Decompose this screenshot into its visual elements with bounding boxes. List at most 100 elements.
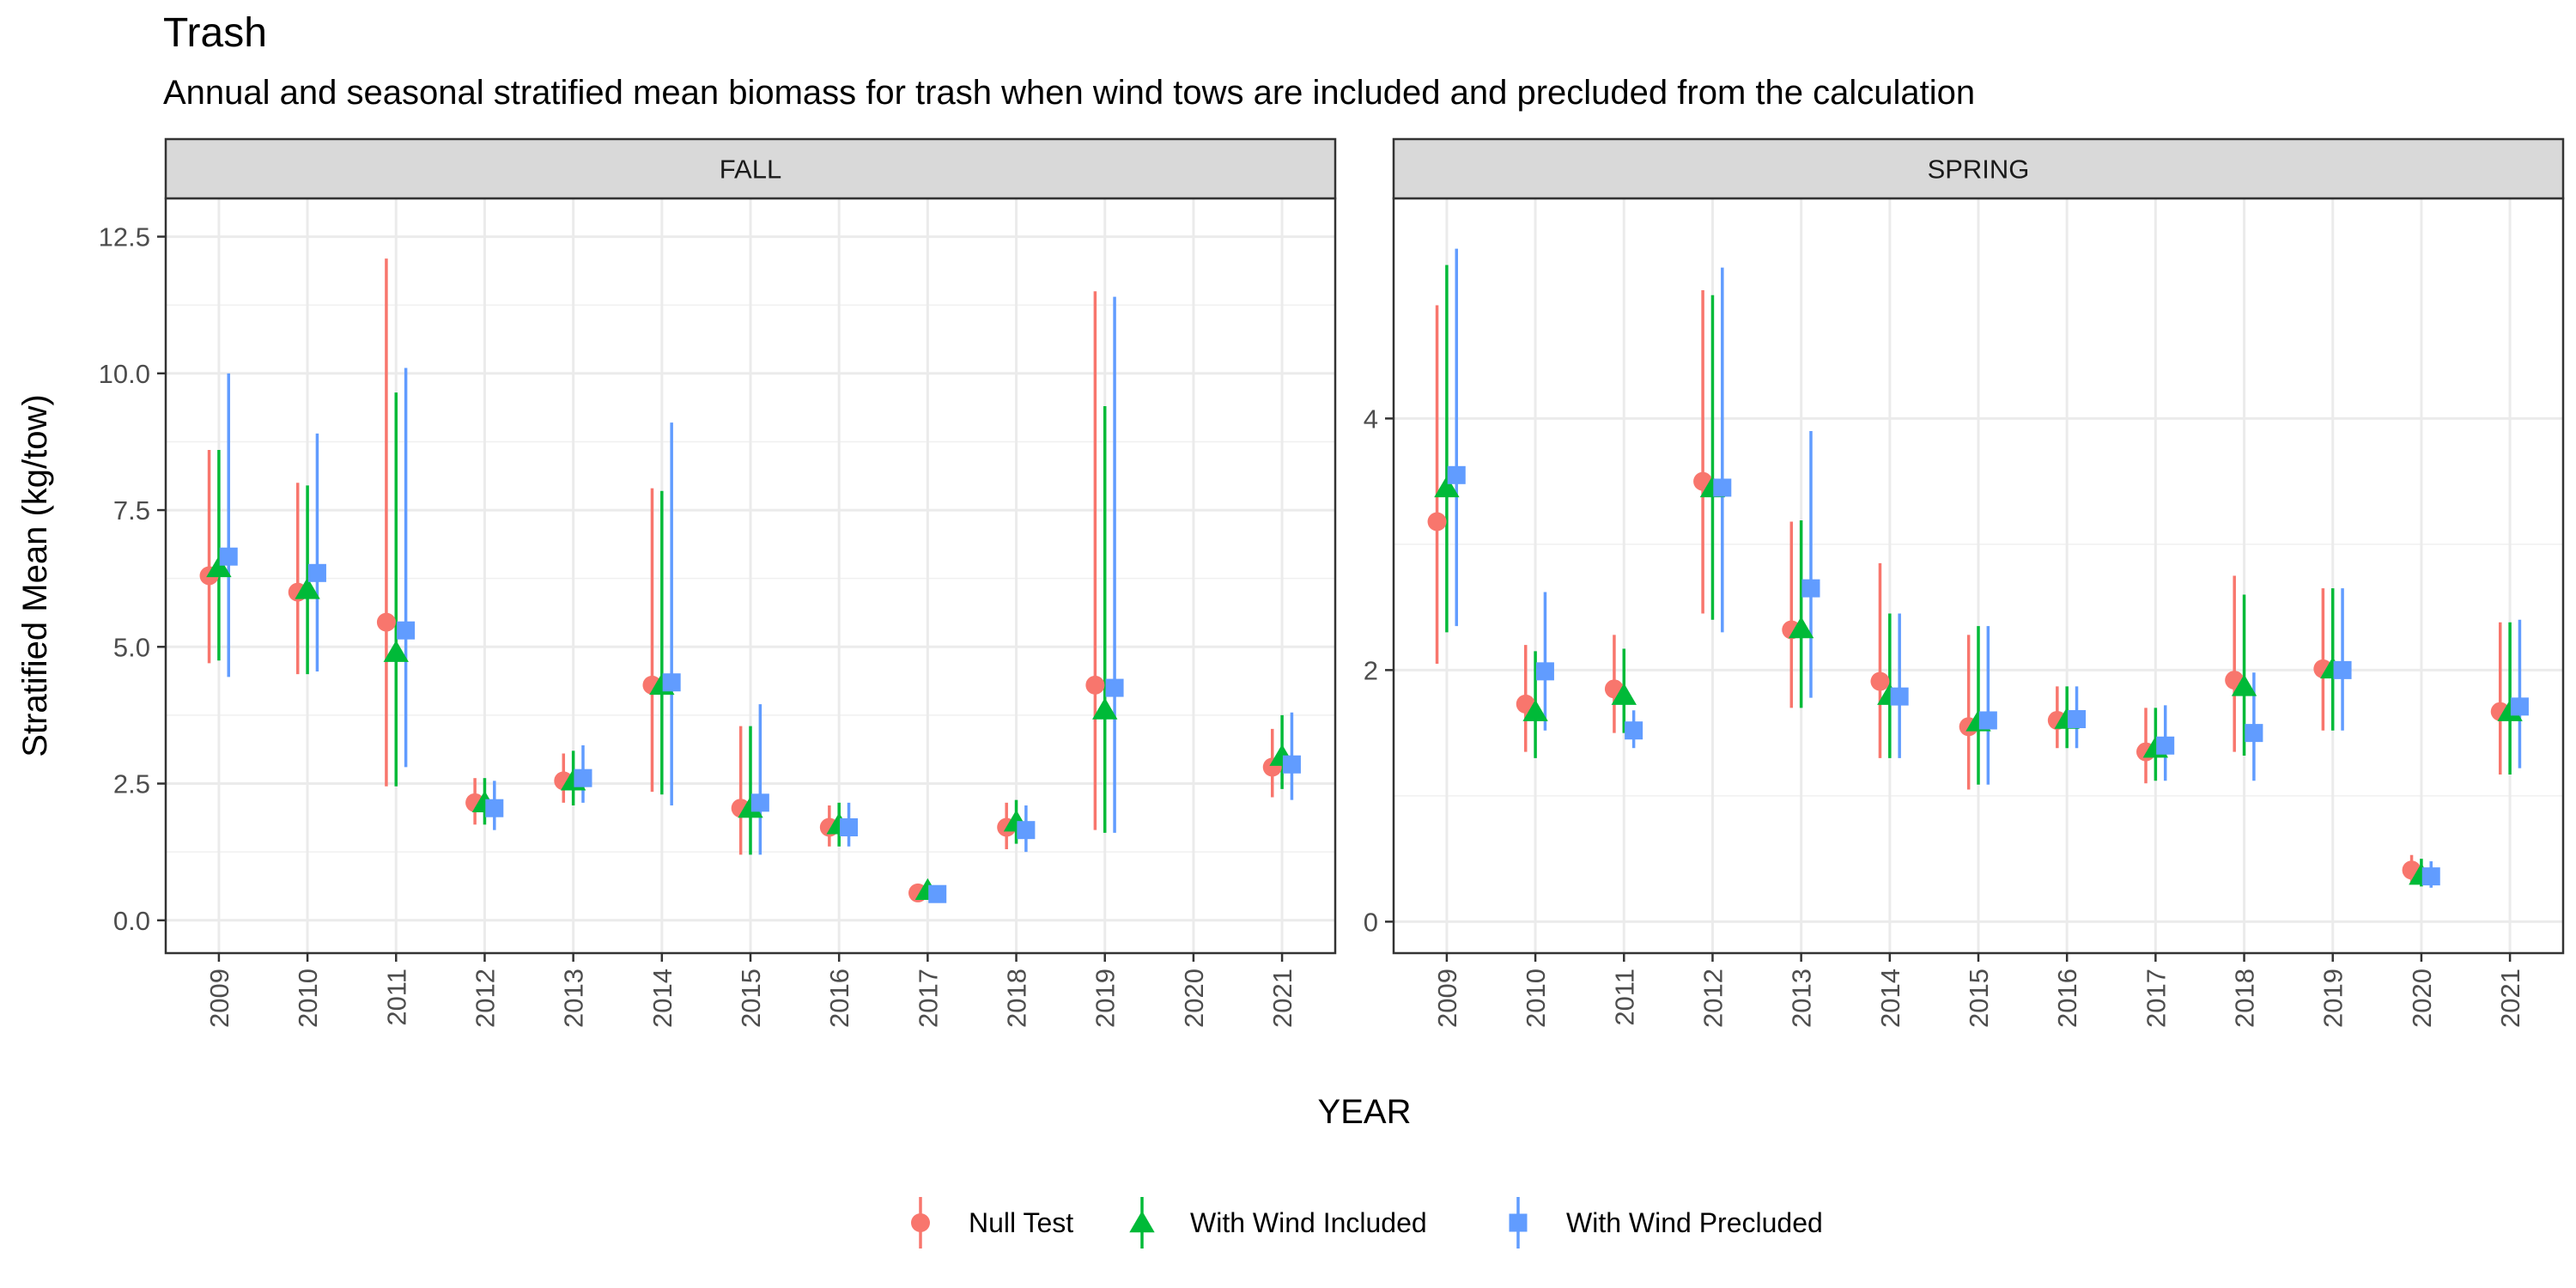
data-point	[1978, 711, 1997, 730]
x-tick-label: 2011	[1609, 969, 1639, 1026]
data-point	[1092, 697, 1118, 720]
data-point	[1105, 678, 1124, 697]
data-point	[574, 769, 592, 787]
data-point	[1870, 671, 1890, 691]
y-tick-label: 10.0	[99, 359, 150, 389]
data-point	[1713, 478, 1732, 497]
data-point	[2421, 867, 2440, 886]
data-point	[738, 796, 763, 818]
data-point	[2510, 697, 2529, 716]
y-tick-label: 4	[1364, 404, 1378, 434]
x-tick-label: 2019	[2318, 969, 2348, 1028]
data-point	[2068, 710, 2087, 729]
x-tick-label: 2010	[293, 969, 323, 1028]
x-tick-label: 2018	[1002, 969, 1032, 1028]
legend-label: With Wind Included	[1190, 1207, 1427, 1238]
x-tick-label: 2011	[381, 969, 411, 1026]
data-point	[1447, 465, 1466, 484]
data-point	[1282, 755, 1301, 774]
x-tick-label: 2009	[1432, 969, 1462, 1028]
data-point	[1788, 617, 1814, 639]
data-point	[219, 547, 238, 566]
legend-label: Null Test	[969, 1207, 1073, 1238]
data-point	[1890, 687, 1909, 706]
legend-key-triangle	[1129, 1211, 1155, 1233]
data-point	[1017, 821, 1036, 840]
data-point	[2497, 699, 2523, 721]
legend-item: Null Test	[911, 1197, 1073, 1249]
data-point	[1427, 512, 1447, 532]
data-point	[1535, 662, 1554, 681]
data-point	[840, 818, 859, 836]
x-tick-label: 2020	[1179, 969, 1209, 1028]
markers-with-wind-precluded	[1447, 465, 2529, 886]
facet-label: SPRING	[1928, 155, 2030, 185]
data-point	[750, 793, 769, 812]
y-tick-label: 7.5	[113, 495, 150, 526]
y-tick-label: 0.0	[113, 906, 150, 936]
legend-label: With Wind Precluded	[1566, 1207, 1823, 1238]
data-point	[1522, 699, 1548, 721]
x-tick-label: 2014	[1875, 969, 1905, 1028]
series-with-wind-precluded	[1455, 248, 2522, 888]
data-point	[206, 555, 232, 578]
data-point	[307, 563, 326, 582]
panel-spring: SPRING 0 2 4 2009 2010 2011 2012 2013 2014 2015 201…	[1364, 137, 2565, 1028]
data-point	[928, 884, 947, 903]
data-point	[662, 673, 681, 692]
x-tick-label: 2021	[1267, 969, 1297, 1028]
y-tick-label: 12.5	[99, 222, 150, 252]
x-tick-label: 2009	[204, 969, 234, 1028]
x-tick-label: 2015	[736, 969, 766, 1028]
y-tick-label: 2	[1364, 655, 1378, 685]
data-point	[1611, 683, 1637, 705]
x-tick-label: 2020	[2407, 969, 2437, 1028]
x-tick-label: 2013	[1787, 969, 1817, 1028]
markers-with-wind-precluded	[219, 547, 1301, 903]
data-point	[2333, 660, 2352, 679]
x-tick-label: 2015	[1964, 969, 1994, 1028]
legend: Null Test With Wind Included With Wind Pre…	[911, 1197, 1823, 1249]
x-tick-label: 2010	[1521, 969, 1551, 1028]
x-tick-label: 2019	[1091, 969, 1121, 1028]
y-axis-title: Stratified Mean (kg/tow)	[16, 394, 54, 756]
data-point	[1085, 675, 1105, 695]
facet-label: FALL	[720, 155, 781, 185]
data-point	[2231, 674, 2257, 696]
x-tick-label: 2017	[913, 969, 943, 1028]
data-point	[1801, 579, 1820, 598]
x-tick-label: 2017	[2141, 969, 2171, 1028]
legend-item: With Wind Included	[1129, 1197, 1427, 1249]
legend-key-circle	[911, 1213, 930, 1232]
x-tick-label: 2016	[2052, 969, 2082, 1028]
y-tick-label: 2.5	[113, 769, 150, 799]
x-tick-label: 2012	[470, 969, 500, 1028]
data-point	[397, 621, 416, 640]
chart-subtitle: Annual and seasonal stratified mean biom…	[163, 74, 1976, 112]
data-point	[383, 640, 409, 662]
series-with-wind-precluded	[227, 296, 1294, 902]
series-null-test	[207, 258, 1274, 899]
data-point	[295, 577, 320, 599]
data-point	[485, 799, 504, 817]
data-point	[376, 612, 396, 632]
facet-strip	[164, 137, 1337, 200]
y-tick-label: 5.0	[113, 632, 150, 662]
x-tick-label: 2016	[824, 969, 854, 1028]
x-axis-title: YEAR	[1318, 1093, 1412, 1131]
data-point	[1625, 721, 1643, 740]
data-point	[1434, 475, 1460, 498]
panel-fall: FALL 0.0 2.5 5.0 7.5 10.0 12.5 2009 2010 2011 2012…	[99, 137, 1337, 1028]
x-tick-label: 2012	[1698, 969, 1728, 1028]
x-tick-label: 2021	[2495, 969, 2525, 1028]
facet-strip	[1392, 137, 2565, 200]
y-tick-label: 0	[1364, 907, 1378, 937]
x-tick-label: 2013	[559, 969, 589, 1028]
data-point	[2156, 736, 2175, 755]
x-tick-label: 2014	[647, 969, 677, 1028]
data-point	[2245, 724, 2263, 743]
legend-key-square	[1509, 1213, 1528, 1232]
legend-item: With Wind Precluded	[1509, 1197, 1823, 1249]
chart-title: Trash	[163, 10, 267, 56]
